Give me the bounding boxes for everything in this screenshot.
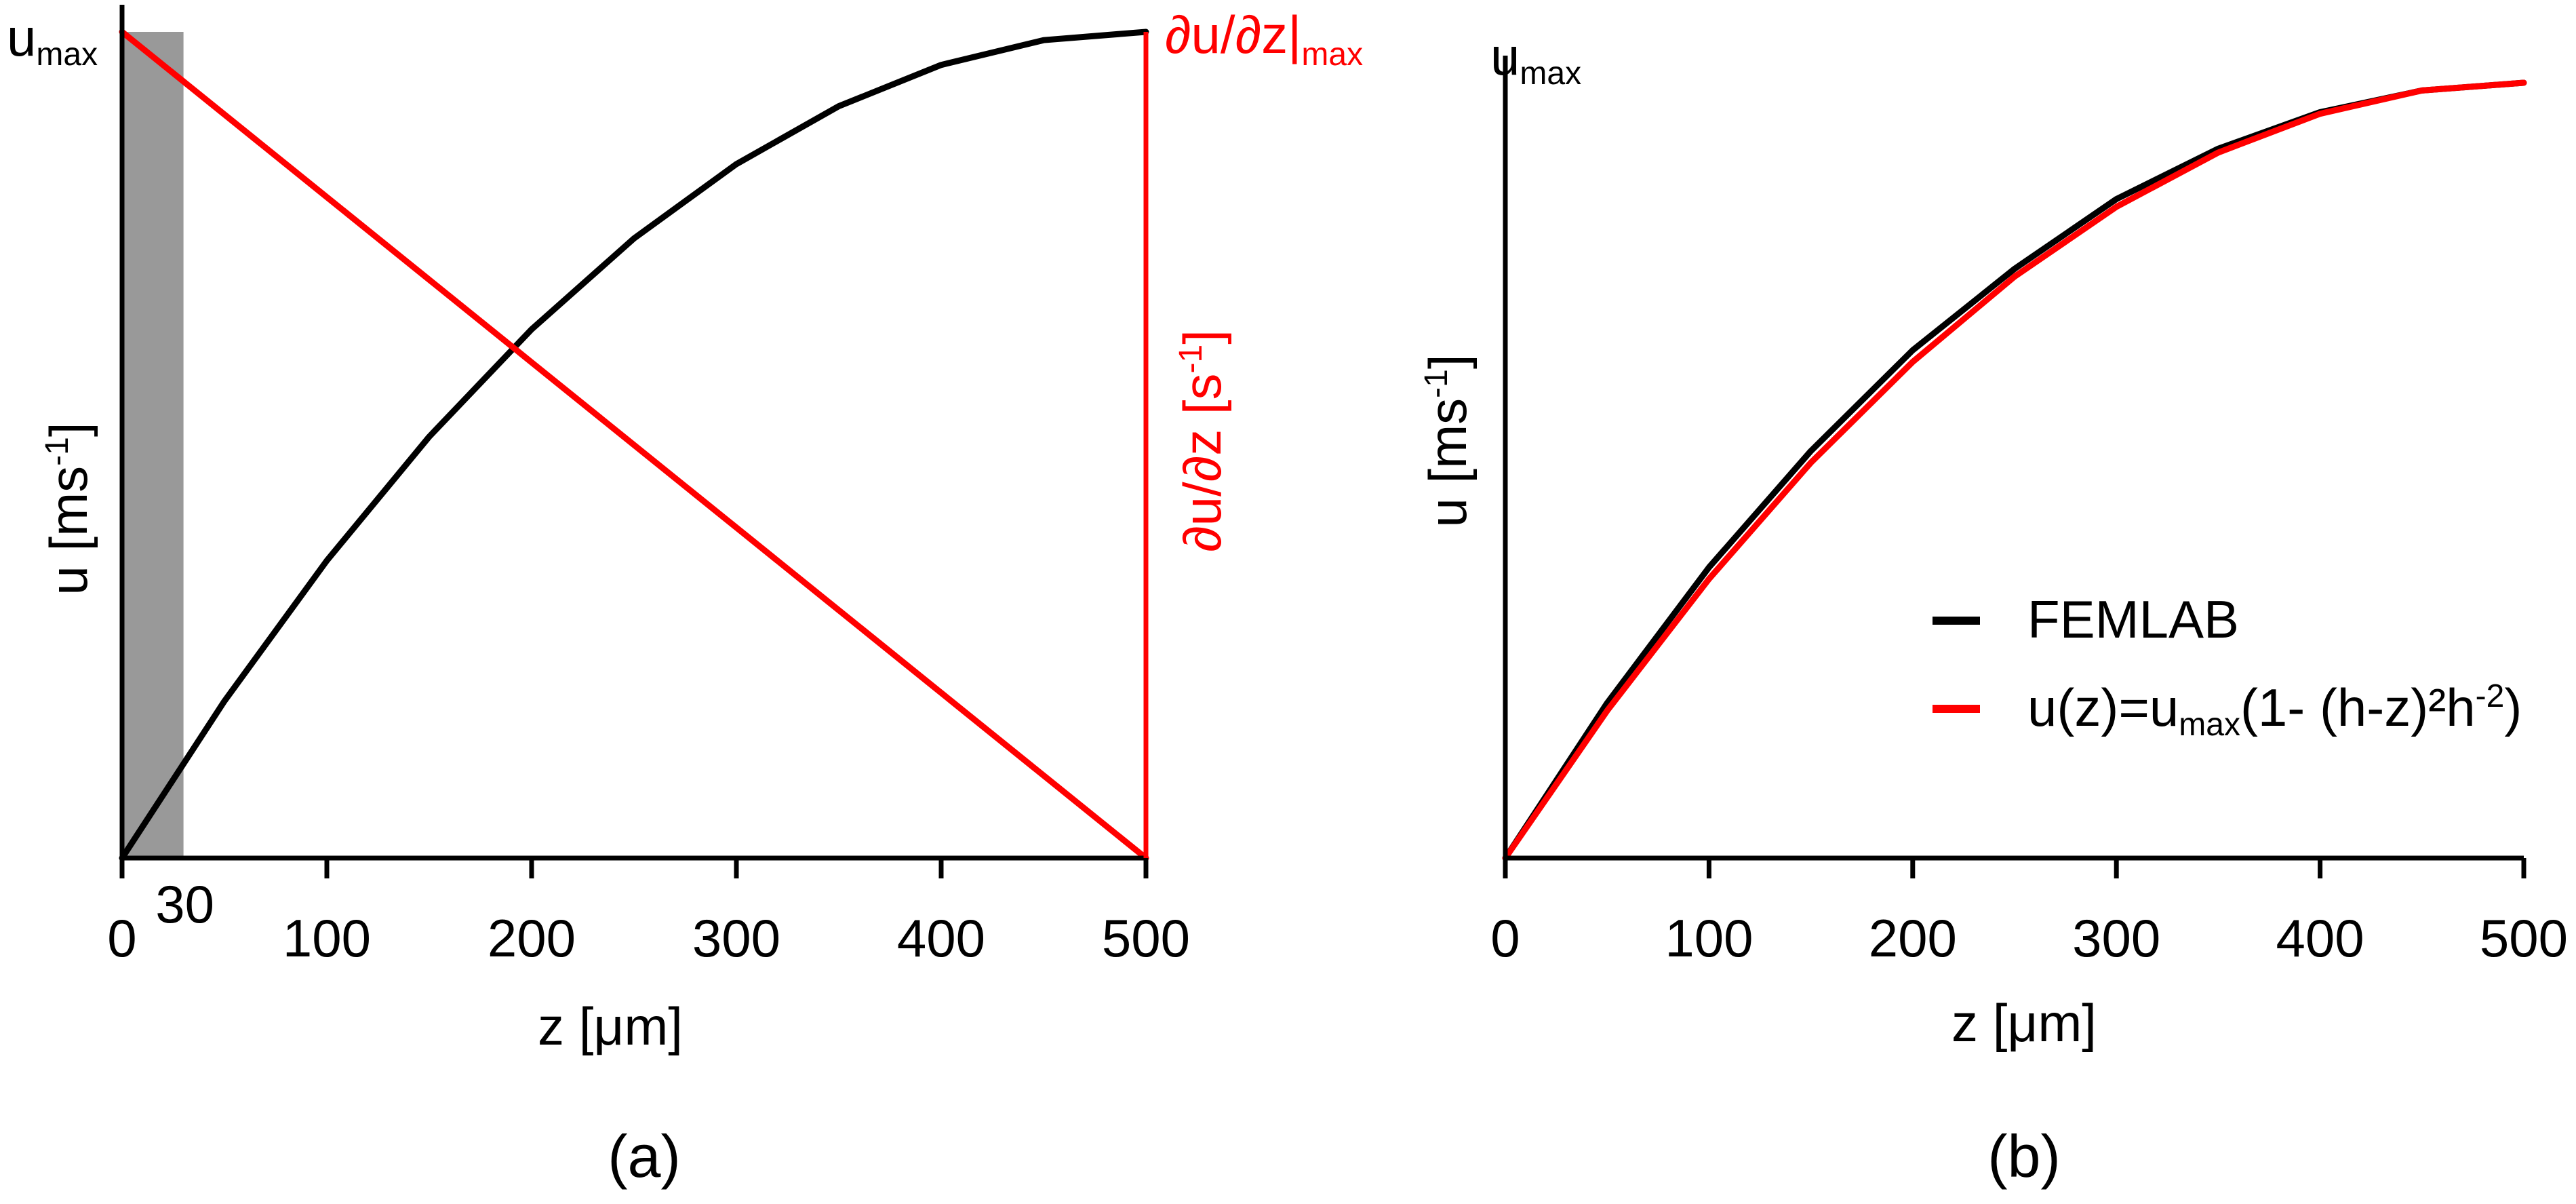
y-axis-label-right: ∂u/∂z [s-1] xyxy=(1172,330,1232,552)
panel-a-marks xyxy=(119,28,1149,861)
y-axis-label: u [ms-1] xyxy=(1418,354,1478,527)
panel-label-a: (a) xyxy=(608,1123,681,1190)
panel-b-marks xyxy=(1502,79,2527,861)
shaded-region xyxy=(122,32,184,858)
x-tick-label: 0 xyxy=(1490,908,1520,968)
umax-label: umax xyxy=(7,7,98,73)
panel-a: 30 0 100 200 300 400 500 umax ∂u/∂z|max u [ms… xyxy=(7,5,1363,1190)
umax-label: umax xyxy=(1490,26,1581,92)
x-tick-label: 300 xyxy=(2072,908,2160,968)
x-tick-label: 300 xyxy=(692,908,780,968)
x-tick-label: 200 xyxy=(488,908,576,968)
gradient-max-label: ∂u/∂z|max xyxy=(1165,5,1363,73)
y-axis-label-left: u [ms-1] xyxy=(39,422,98,595)
x-tick-label: 0 xyxy=(107,908,136,968)
series-line-1 xyxy=(119,28,1149,861)
x-tick-label: 100 xyxy=(283,908,371,968)
legend-label-femlab: FEMLAB xyxy=(2027,589,2239,649)
legend: FEMLAB u(z)=umax(1- (h-z)²h-2) xyxy=(1933,589,2522,743)
panel-label-b: (b) xyxy=(1987,1123,2061,1190)
x-axis-label: z [μm] xyxy=(1951,993,2097,1053)
series-line-0 xyxy=(1502,79,2527,861)
x-tick-label: 500 xyxy=(2480,908,2568,968)
legend-label-analytic: u(z)=umax(1- (h-z)²h-2) xyxy=(2027,678,2522,743)
x-tick-label: 400 xyxy=(897,908,985,968)
x-tick-label: 200 xyxy=(1869,908,1957,968)
shaded-region-label: 30 xyxy=(155,874,214,934)
panel-b: 0 100 200 300 400 500 umax u [ms-1] FEMLAB u(… xyxy=(1418,26,2568,1190)
x-tick-label: 400 xyxy=(2276,908,2364,968)
x-tick-label: 100 xyxy=(1665,908,1753,968)
series-line-0 xyxy=(119,28,1149,861)
x-ticks: 0 100 200 300 400 500 xyxy=(1490,858,2568,968)
x-ticks: 0 100 200 300 400 500 xyxy=(107,858,1190,968)
x-axis-label: z [μm] xyxy=(538,996,683,1056)
series-line-1 xyxy=(1502,79,2527,861)
x-tick-label: 500 xyxy=(1102,908,1190,968)
